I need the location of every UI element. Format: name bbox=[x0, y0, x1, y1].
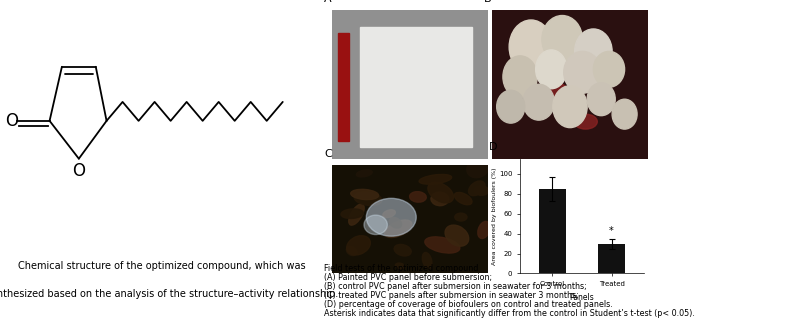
Ellipse shape bbox=[383, 210, 395, 218]
Text: *: * bbox=[609, 226, 614, 236]
Ellipse shape bbox=[478, 221, 490, 238]
Text: Field tests of the optimized compound: Field tests of the optimized compound bbox=[324, 264, 478, 273]
Text: A: A bbox=[324, 0, 332, 3]
Text: C: C bbox=[324, 149, 332, 159]
Y-axis label: Area covered by biofoulers (%): Area covered by biofoulers (%) bbox=[493, 168, 498, 265]
Ellipse shape bbox=[422, 252, 432, 268]
Text: Chemical structure of the optimized compound, which was: Chemical structure of the optimized comp… bbox=[18, 261, 306, 271]
Bar bbox=[360, 27, 472, 147]
X-axis label: Panels: Panels bbox=[570, 293, 594, 302]
Ellipse shape bbox=[503, 56, 538, 98]
Ellipse shape bbox=[594, 52, 625, 87]
Ellipse shape bbox=[612, 99, 637, 129]
Ellipse shape bbox=[509, 20, 553, 74]
Ellipse shape bbox=[425, 237, 460, 253]
Ellipse shape bbox=[467, 158, 490, 178]
Ellipse shape bbox=[389, 218, 402, 228]
Bar bbox=[539, 189, 566, 273]
Ellipse shape bbox=[474, 186, 489, 195]
Ellipse shape bbox=[394, 245, 411, 256]
Ellipse shape bbox=[354, 192, 382, 205]
Ellipse shape bbox=[454, 192, 472, 205]
Ellipse shape bbox=[366, 198, 416, 236]
Text: D: D bbox=[489, 142, 498, 152]
Ellipse shape bbox=[497, 90, 525, 123]
Ellipse shape bbox=[574, 29, 612, 74]
Text: O: O bbox=[72, 162, 86, 180]
Ellipse shape bbox=[564, 52, 602, 93]
Ellipse shape bbox=[574, 114, 598, 129]
Ellipse shape bbox=[356, 170, 372, 177]
Ellipse shape bbox=[410, 192, 426, 202]
Text: (D) percentage of coverage of biofoulers on control and treated panels.: (D) percentage of coverage of biofoulers… bbox=[324, 300, 613, 309]
Text: (A) Painted PVC panel before submersion;: (A) Painted PVC panel before submersion; bbox=[324, 273, 492, 282]
Ellipse shape bbox=[540, 83, 569, 101]
Text: O: O bbox=[5, 112, 18, 130]
Ellipse shape bbox=[431, 192, 449, 206]
Ellipse shape bbox=[349, 204, 364, 225]
Text: (B) control PVC panel after submersion in seawater for 3 months;: (B) control PVC panel after submersion i… bbox=[324, 282, 586, 291]
Text: (C) treated PVC panels after submersion in seawater 3 months;: (C) treated PVC panels after submersion … bbox=[324, 291, 578, 300]
Ellipse shape bbox=[536, 50, 567, 89]
Ellipse shape bbox=[385, 220, 412, 238]
Ellipse shape bbox=[341, 209, 363, 218]
Ellipse shape bbox=[346, 236, 370, 255]
Ellipse shape bbox=[523, 84, 554, 120]
Ellipse shape bbox=[346, 246, 357, 256]
Ellipse shape bbox=[350, 189, 378, 200]
Text: B: B bbox=[484, 0, 492, 3]
Text: Asterisk indicates data that significantly differ from the control in Student’s : Asterisk indicates data that significant… bbox=[324, 309, 695, 318]
Text: synthesized based on the analysis of the structure–activity relationship.: synthesized based on the analysis of the… bbox=[0, 289, 338, 299]
Ellipse shape bbox=[364, 215, 387, 235]
Ellipse shape bbox=[542, 16, 582, 63]
Ellipse shape bbox=[469, 181, 485, 196]
Bar bbox=[338, 33, 349, 141]
Ellipse shape bbox=[454, 213, 467, 221]
Ellipse shape bbox=[419, 175, 452, 184]
Bar bbox=[598, 244, 625, 273]
Ellipse shape bbox=[587, 83, 615, 116]
Ellipse shape bbox=[553, 86, 587, 128]
Ellipse shape bbox=[445, 225, 469, 246]
Ellipse shape bbox=[428, 182, 454, 203]
Ellipse shape bbox=[395, 263, 405, 269]
